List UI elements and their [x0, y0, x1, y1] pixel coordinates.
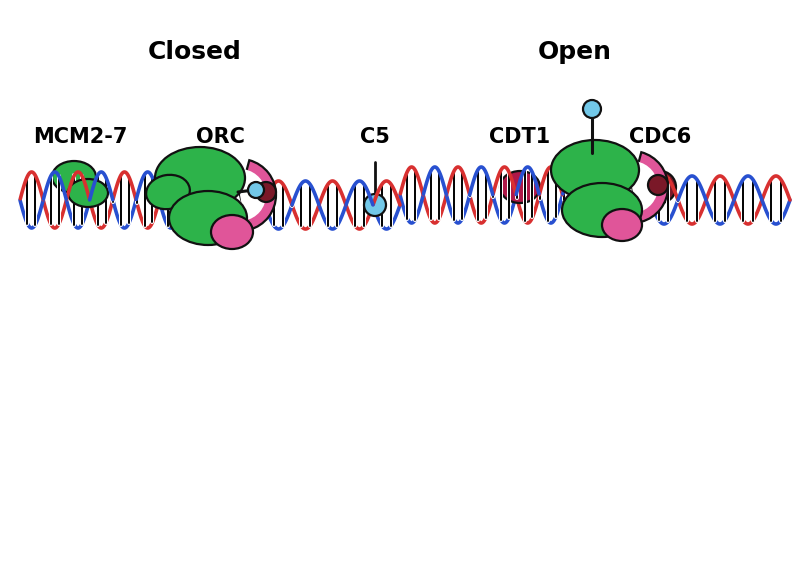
- Circle shape: [248, 182, 264, 198]
- Ellipse shape: [169, 191, 247, 245]
- Text: Closed: Closed: [148, 40, 242, 64]
- Ellipse shape: [562, 183, 642, 237]
- Wedge shape: [632, 152, 668, 222]
- Ellipse shape: [500, 171, 540, 203]
- Circle shape: [648, 175, 668, 195]
- Circle shape: [583, 100, 601, 118]
- Ellipse shape: [602, 209, 642, 241]
- Circle shape: [256, 182, 276, 202]
- Ellipse shape: [146, 175, 190, 209]
- Circle shape: [644, 171, 676, 203]
- Ellipse shape: [52, 161, 96, 193]
- Circle shape: [364, 194, 386, 216]
- Wedge shape: [632, 161, 658, 212]
- Ellipse shape: [211, 215, 253, 249]
- Text: CDT1: CDT1: [490, 127, 550, 147]
- Text: ORC: ORC: [195, 127, 245, 147]
- Ellipse shape: [551, 140, 639, 200]
- Text: MCM2-7: MCM2-7: [33, 127, 127, 147]
- Text: Open: Open: [538, 40, 612, 64]
- Wedge shape: [194, 157, 224, 217]
- Wedge shape: [240, 160, 276, 230]
- Ellipse shape: [155, 147, 245, 209]
- Ellipse shape: [68, 179, 108, 207]
- Text: C5: C5: [360, 127, 390, 147]
- Wedge shape: [240, 170, 266, 221]
- Text: CDC6: CDC6: [629, 127, 691, 147]
